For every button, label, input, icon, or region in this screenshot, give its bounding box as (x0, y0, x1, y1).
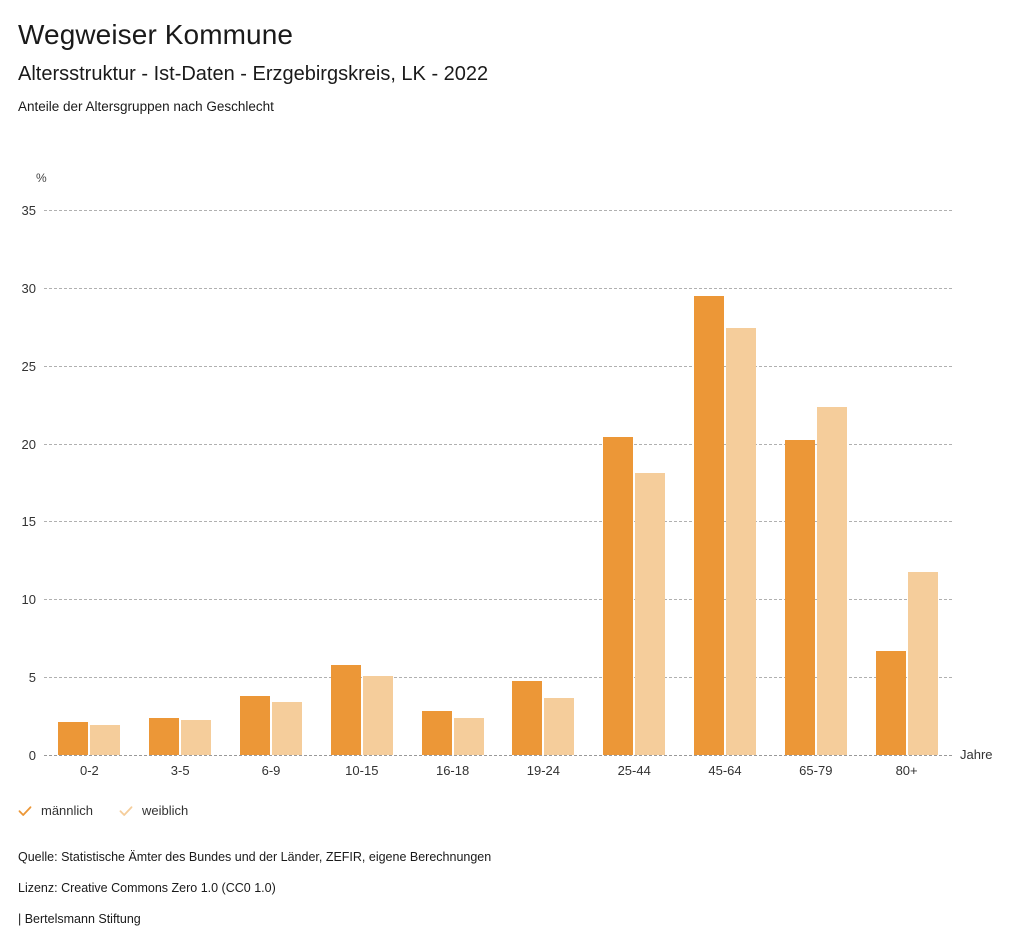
page-title: Wegweiser Kommune (18, 19, 294, 50)
x-axis-tick-label: 65-79 (799, 763, 833, 778)
bar-group (784, 210, 847, 755)
y-axis-unit-label: % (36, 171, 47, 185)
bar-group (149, 210, 212, 755)
x-axis-tick-label: 6-9 (261, 763, 281, 778)
source-note: Quelle: Statistische Ämter des Bundes un… (18, 850, 492, 864)
bar-group (603, 210, 666, 755)
bar-maennlich[interactable] (58, 722, 89, 755)
gridline (44, 521, 952, 523)
bar-weiblich[interactable] (544, 698, 575, 755)
gridline (44, 287, 952, 289)
bar-weiblich[interactable] (816, 406, 847, 755)
y-axis-tick-label: 30 (21, 280, 36, 296)
publisher-note: | Bertelsmann Stiftung (18, 912, 141, 926)
x-axis-tick-label: 16-18 (435, 763, 470, 778)
bar-group (694, 210, 756, 755)
check-icon (18, 804, 32, 818)
bar-maennlich[interactable] (694, 295, 724, 755)
bar-maennlich[interactable] (149, 717, 180, 755)
bar-weiblich[interactable] (362, 675, 393, 755)
bar-group (58, 210, 121, 755)
bar-group (330, 210, 393, 755)
chart-header: Wegweiser Kommune Altersstruktur - Ist-D… (18, 18, 1006, 117)
bar-weiblich[interactable] (453, 717, 484, 755)
bar-weiblich[interactable] (272, 702, 302, 755)
gridline (44, 599, 952, 601)
y-axis-tick-label: 35 (21, 203, 36, 218)
chart-subtitle: Altersstruktur - Ist-Daten - Erzgebirgsk… (18, 63, 489, 85)
bar-weiblich[interactable] (726, 328, 756, 755)
bar-maennlich[interactable] (512, 681, 543, 755)
plot-gridlines (44, 210, 952, 756)
y-axis-tick-label: 10 (21, 592, 36, 608)
legend-item-label: weiblich (142, 803, 189, 818)
bar-maennlich[interactable] (603, 436, 634, 755)
bar-group (421, 210, 484, 755)
bar-maennlich[interactable] (421, 711, 452, 755)
x-axis-unit-label: Jahre (960, 747, 993, 762)
x-axis-tick-labels: 0-2 3-5 6-9 10-15 16-18 19-24 25-44 45-64 65-79 8… (44, 763, 952, 785)
bar-group (512, 210, 575, 755)
y-axis-tick-label: 0 (28, 748, 36, 763)
check-icon (119, 804, 133, 818)
gridline (44, 677, 952, 679)
y-axis-tick-label: 25 (21, 358, 36, 374)
bar-weiblich[interactable] (635, 473, 666, 755)
gridline (44, 365, 952, 367)
x-axis-tick-label: 19-24 (526, 763, 561, 778)
bar-maennlich[interactable] (330, 664, 361, 755)
x-axis-tick-label: 25-44 (617, 763, 651, 778)
bar-maennlich[interactable] (784, 439, 815, 755)
y-axis-tick-label: 15 (21, 514, 36, 530)
chart-footer: Quelle: Statistische Ämter des Bundes un… (18, 842, 1006, 935)
bar-maennlich[interactable] (240, 695, 270, 755)
x-axis-tick-label: 3-5 (170, 763, 190, 778)
legend-item-weiblich[interactable]: weiblich (119, 803, 188, 818)
y-axis-tick-label: 20 (21, 436, 36, 452)
y-axis-tick-labels: 0 5 10 15 20 25 30 35 (0, 204, 36, 762)
gridline (44, 755, 952, 756)
chart-description: Anteile der Altersgruppen nach Geschlech… (18, 99, 274, 114)
bar-maennlich[interactable] (875, 650, 906, 755)
bar-group (240, 210, 302, 755)
x-axis-tick-label: 10-15 (345, 763, 379, 778)
bar-groups (44, 210, 952, 755)
bar-weiblich[interactable] (907, 572, 938, 755)
bar-weiblich[interactable] (90, 725, 121, 755)
bar-group (875, 210, 938, 755)
x-axis-tick-label: 80+ (895, 763, 918, 778)
license-note: Lizenz: Creative Commons Zero 1.0 (CC0 1… (18, 881, 276, 895)
x-axis-tick-label: 0-2 (79, 763, 99, 778)
y-axis-tick-label: 5 (28, 670, 36, 686)
chart-legend: männlich weiblich (18, 803, 188, 818)
gridline (44, 210, 952, 211)
legend-item-maennlich[interactable]: männlich (18, 803, 93, 818)
gridline (44, 443, 952, 445)
x-axis-tick-label: 45-64 (708, 763, 742, 778)
bar-weiblich[interactable] (181, 719, 212, 755)
legend-item-label: männlich (41, 803, 94, 818)
